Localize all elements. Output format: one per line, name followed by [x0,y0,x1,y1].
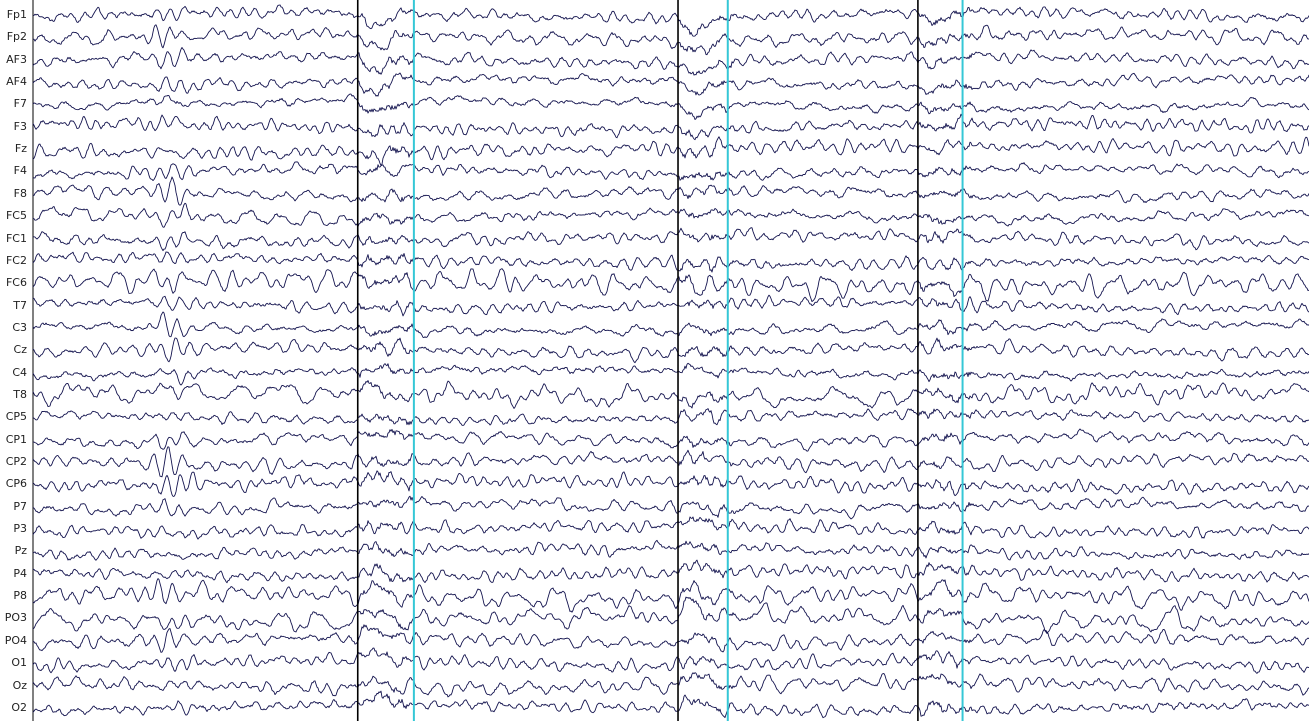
channel-label-t8: T8 [13,387,27,401]
channel-label-fp1: Fp1 [6,8,27,21]
eeg-trace-cp5 [32,408,1309,426]
channel-label-f7: F7 [13,97,27,111]
eeg-trace-f3 [32,113,1309,141]
eeg-trace-p7 [32,495,1309,520]
channel-label-cz: Cz [13,343,27,357]
channel-label-p7: P7 [13,499,27,513]
eeg-trace-c3 [32,311,1309,338]
eeg-trace-af3 [32,47,1309,76]
channel-label-cp2: CP2 [5,455,27,468]
channel-label-fc1: FC1 [5,231,27,245]
eeg-trace-p3 [32,516,1309,540]
eeg-trace-fc1 [32,227,1309,252]
eeg-trace-cp2 [32,446,1309,478]
eeg-trace-fc6 [32,268,1309,303]
channel-label-c4: C4 [12,365,27,379]
eeg-trace-p8 [32,578,1309,613]
channel-label-t7: T7 [13,298,27,312]
channel-label-af4: AF4 [6,75,27,89]
eeg-trace-t8 [32,380,1309,409]
channel-label-cp6: CP6 [5,477,27,491]
channel-label-po3: PO3 [4,611,27,625]
channel-label-fc5: FC5 [5,209,27,223]
channel-label-af3: AF3 [6,52,27,66]
channel-label-f4: F4 [13,164,27,178]
channel-label-fp2: Fp2 [6,30,27,44]
eeg-trace-cp1 [32,428,1309,452]
eeg-trace-fc5 [32,202,1309,228]
channel-label-cp5: CP5 [5,410,27,424]
eeg-trace-c4 [32,362,1309,386]
channel-label-pz: Pz [14,544,27,558]
channel-label-f3: F3 [13,119,27,133]
eeg-trace-p4 [32,559,1309,584]
eeg-trace-o1 [32,647,1309,674]
channel-label-fc2: FC2 [5,253,27,267]
eeg-trace-cz [32,337,1309,364]
eeg-trace-po4 [32,624,1309,653]
eeg-trace-fp2 [32,24,1309,56]
channel-label-p4: P4 [13,566,27,580]
eeg-trace-po3 [32,596,1309,634]
channel-label-fz: Fz [14,142,27,156]
channel-label-p8: P8 [13,589,27,603]
channel-label-cp1: CP1 [5,432,27,446]
channel-label-o2: O2 [11,700,27,714]
eeg-trace-fp1 [32,4,1309,37]
eeg-trace-cp6 [32,470,1309,497]
eeg-trace-fc2 [32,251,1309,273]
eeg-trace-t7 [32,294,1309,317]
channel-label-f8: F8 [13,186,27,200]
eeg-trace-oz [32,672,1309,698]
eeg-trace-f7 [32,93,1309,120]
eeg-trace-pz [32,539,1309,561]
channel-label-fc6: FC6 [5,276,27,290]
channel-label-c3: C3 [12,320,27,334]
channel-label-po4: PO4 [4,633,27,647]
channel-label-column: Fp1 Fp2 AF3 AF4 F7 F3 Fz F4 F8 FC5 FC1 FC2 FC6 T7 C3 Cz… [0,0,33,721]
eeg-trace-fz [32,136,1309,166]
channel-label-oz: Oz [12,678,27,692]
eeg-trace-f8 [32,176,1309,206]
channel-label-p3: P3 [13,522,27,536]
eeg-trace-f4 [32,161,1309,182]
channel-label-o1: O1 [11,656,27,670]
eeg-trace-af4 [32,72,1309,97]
eeg-trace-o2 [32,690,1309,719]
